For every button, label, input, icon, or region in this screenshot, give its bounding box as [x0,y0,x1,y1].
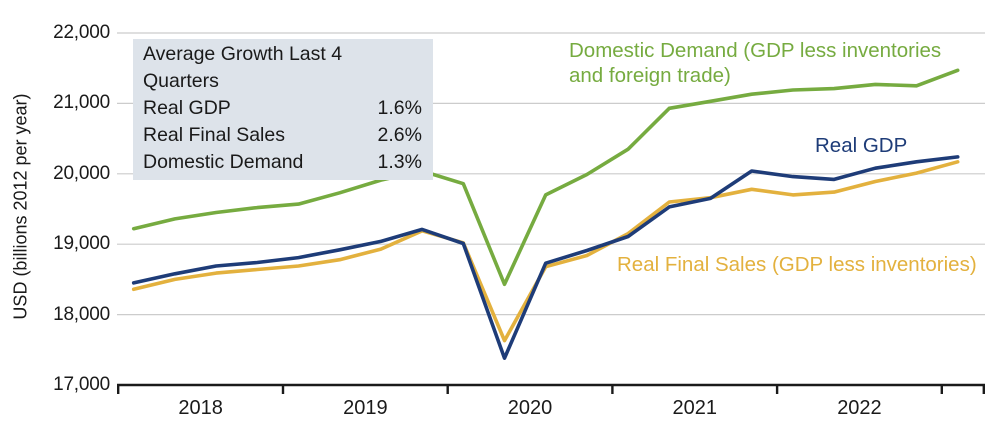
growth-row-value: 2.6% [377,124,422,146]
growth-row-value: 1.3% [377,151,422,173]
x-year-label: 2019 [343,397,388,419]
y-tick-label: 22,000 [53,22,110,43]
growth-row-value: 1.6% [377,97,422,119]
x-year-label: 2022 [837,397,882,419]
series-label-real-gdp: Real GDP [815,134,908,157]
growth-info-title: Average Growth Last 4 Quarters [143,43,343,92]
growth-info-row: Domestic Demand 1.3% [143,149,422,176]
series-label-real-final-sales: Real Final Sales (GDP less inventories) [617,253,977,276]
y-tick-label: 17,000 [53,374,110,395]
growth-row-label: Real GDP [143,97,231,119]
growth-info-row: Real Final Sales 2.6% [143,122,422,149]
y-tick-label: 18,000 [53,303,110,325]
y-axis-title: USD (billions 2012 per year) [10,93,31,320]
growth-info-box: Average Growth Last 4 Quarters Real GDP … [133,39,433,180]
line-real-gdp [131,155,960,361]
y-tick-label: 20,000 [53,162,110,184]
growth-info-row: Real GDP 1.6% [143,95,422,122]
x-year-label: 2018 [178,397,223,419]
growth-row-label: Real Final Sales [143,124,285,146]
y-tick-label: 19,000 [53,233,110,255]
x-year-label: 2020 [507,397,553,419]
line-domestic-demand [131,68,960,287]
x-year-label: 2021 [672,397,718,419]
y-tick-label: 21,000 [53,92,110,114]
series-label-domestic-demand: Domestic Demand (GDP less inventories an… [569,39,942,87]
growth-row-label: Domestic Demand [143,151,304,173]
